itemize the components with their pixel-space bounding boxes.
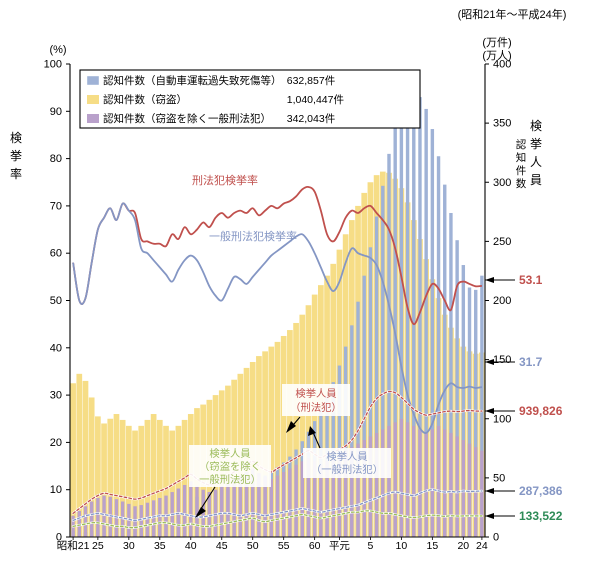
svg-text:939,826: 939,826 [519,404,563,418]
svg-text:認知件数（窃盗を除く一般刑法犯） 342,043件: 認知件数（窃盗を除く一般刑法犯） 342,043件 [103,112,335,125]
svg-text:認知件数（窃盗） 1,040,447件: 認知件数（窃盗） 1,040,447件 [103,93,344,106]
svg-text:15: 15 [427,540,439,552]
svg-text:(万件): (万件) [482,36,511,49]
svg-text:50: 50 [493,472,505,484]
svg-text:昭和21: 昭和21 [57,540,90,552]
svg-text:検: 検 [10,131,22,145]
svg-text:100: 100 [44,59,62,71]
svg-text:50: 50 [50,295,62,307]
svg-text:150: 150 [493,354,511,366]
svg-text:40: 40 [50,342,62,354]
svg-text:55: 55 [278,540,290,552]
svg-text:（窃盗を除く: （窃盗を除く [199,460,261,473]
svg-text:人: 人 [530,155,542,169]
svg-text:10: 10 [396,540,408,552]
svg-text:350: 350 [493,118,511,130]
svg-text:率: 率 [10,166,22,181]
svg-text:検: 検 [530,119,542,133]
svg-text:検挙人員: 検挙人員 [209,447,250,460]
svg-text:53.1: 53.1 [519,273,543,287]
svg-text:30: 30 [50,390,62,402]
svg-text:287,386: 287,386 [519,484,563,498]
svg-text:300: 300 [493,177,511,189]
svg-text:100: 100 [493,413,511,425]
svg-text:10: 10 [50,484,62,496]
svg-text:20: 20 [457,540,469,552]
svg-text:知: 知 [516,151,527,164]
svg-text:挙: 挙 [530,137,542,151]
svg-text:200: 200 [493,295,511,307]
svg-text:35: 35 [154,540,166,552]
svg-text:45: 45 [216,540,228,552]
svg-text:0: 0 [493,532,499,544]
svg-text:80: 80 [50,153,62,165]
svg-text:24: 24 [476,540,488,552]
svg-text:数: 数 [516,177,527,190]
svg-text:31.7: 31.7 [519,355,543,369]
svg-text:60: 60 [50,248,62,260]
svg-text:25: 25 [92,540,104,552]
svg-text:90: 90 [50,106,62,118]
svg-text:20: 20 [50,437,62,449]
svg-text:250: 250 [493,236,511,248]
svg-text:40: 40 [185,540,197,552]
svg-text:員: 員 [530,173,542,187]
svg-text:60: 60 [309,540,321,552]
svg-text:平元: 平元 [329,540,350,552]
svg-text:50: 50 [247,540,259,552]
svg-text:挙: 挙 [10,149,22,163]
svg-text:（一般刑法犯）: （一般刑法犯） [311,463,383,476]
svg-text:刑法犯検挙率: 刑法犯検挙率 [192,173,258,187]
svg-text:検挙人員: 検挙人員 [326,450,367,463]
svg-text:(%): (%) [49,44,66,56]
svg-text:認: 認 [516,138,527,151]
svg-text:(昭和21年～平成24年): (昭和21年～平成24年) [458,7,567,21]
svg-text:133,522: 133,522 [519,509,563,523]
svg-text:一般刑法犯）: 一般刑法犯） [199,473,261,486]
svg-text:30: 30 [123,540,135,552]
svg-text:（刑法犯）: （刑法犯） [290,401,341,414]
svg-text:5: 5 [367,540,373,552]
svg-text:認知件数（自動車運転過失致死傷等） 632,857件: 認知件数（自動車運転過失致死傷等） 632,857件 [103,74,335,87]
svg-text:70: 70 [50,200,62,212]
svg-text:(万人): (万人) [482,49,511,62]
svg-text:一般刑法犯検挙率: 一般刑法犯検挙率 [209,229,297,243]
svg-text:件: 件 [516,165,527,177]
svg-text:検挙人員: 検挙人員 [295,387,336,400]
